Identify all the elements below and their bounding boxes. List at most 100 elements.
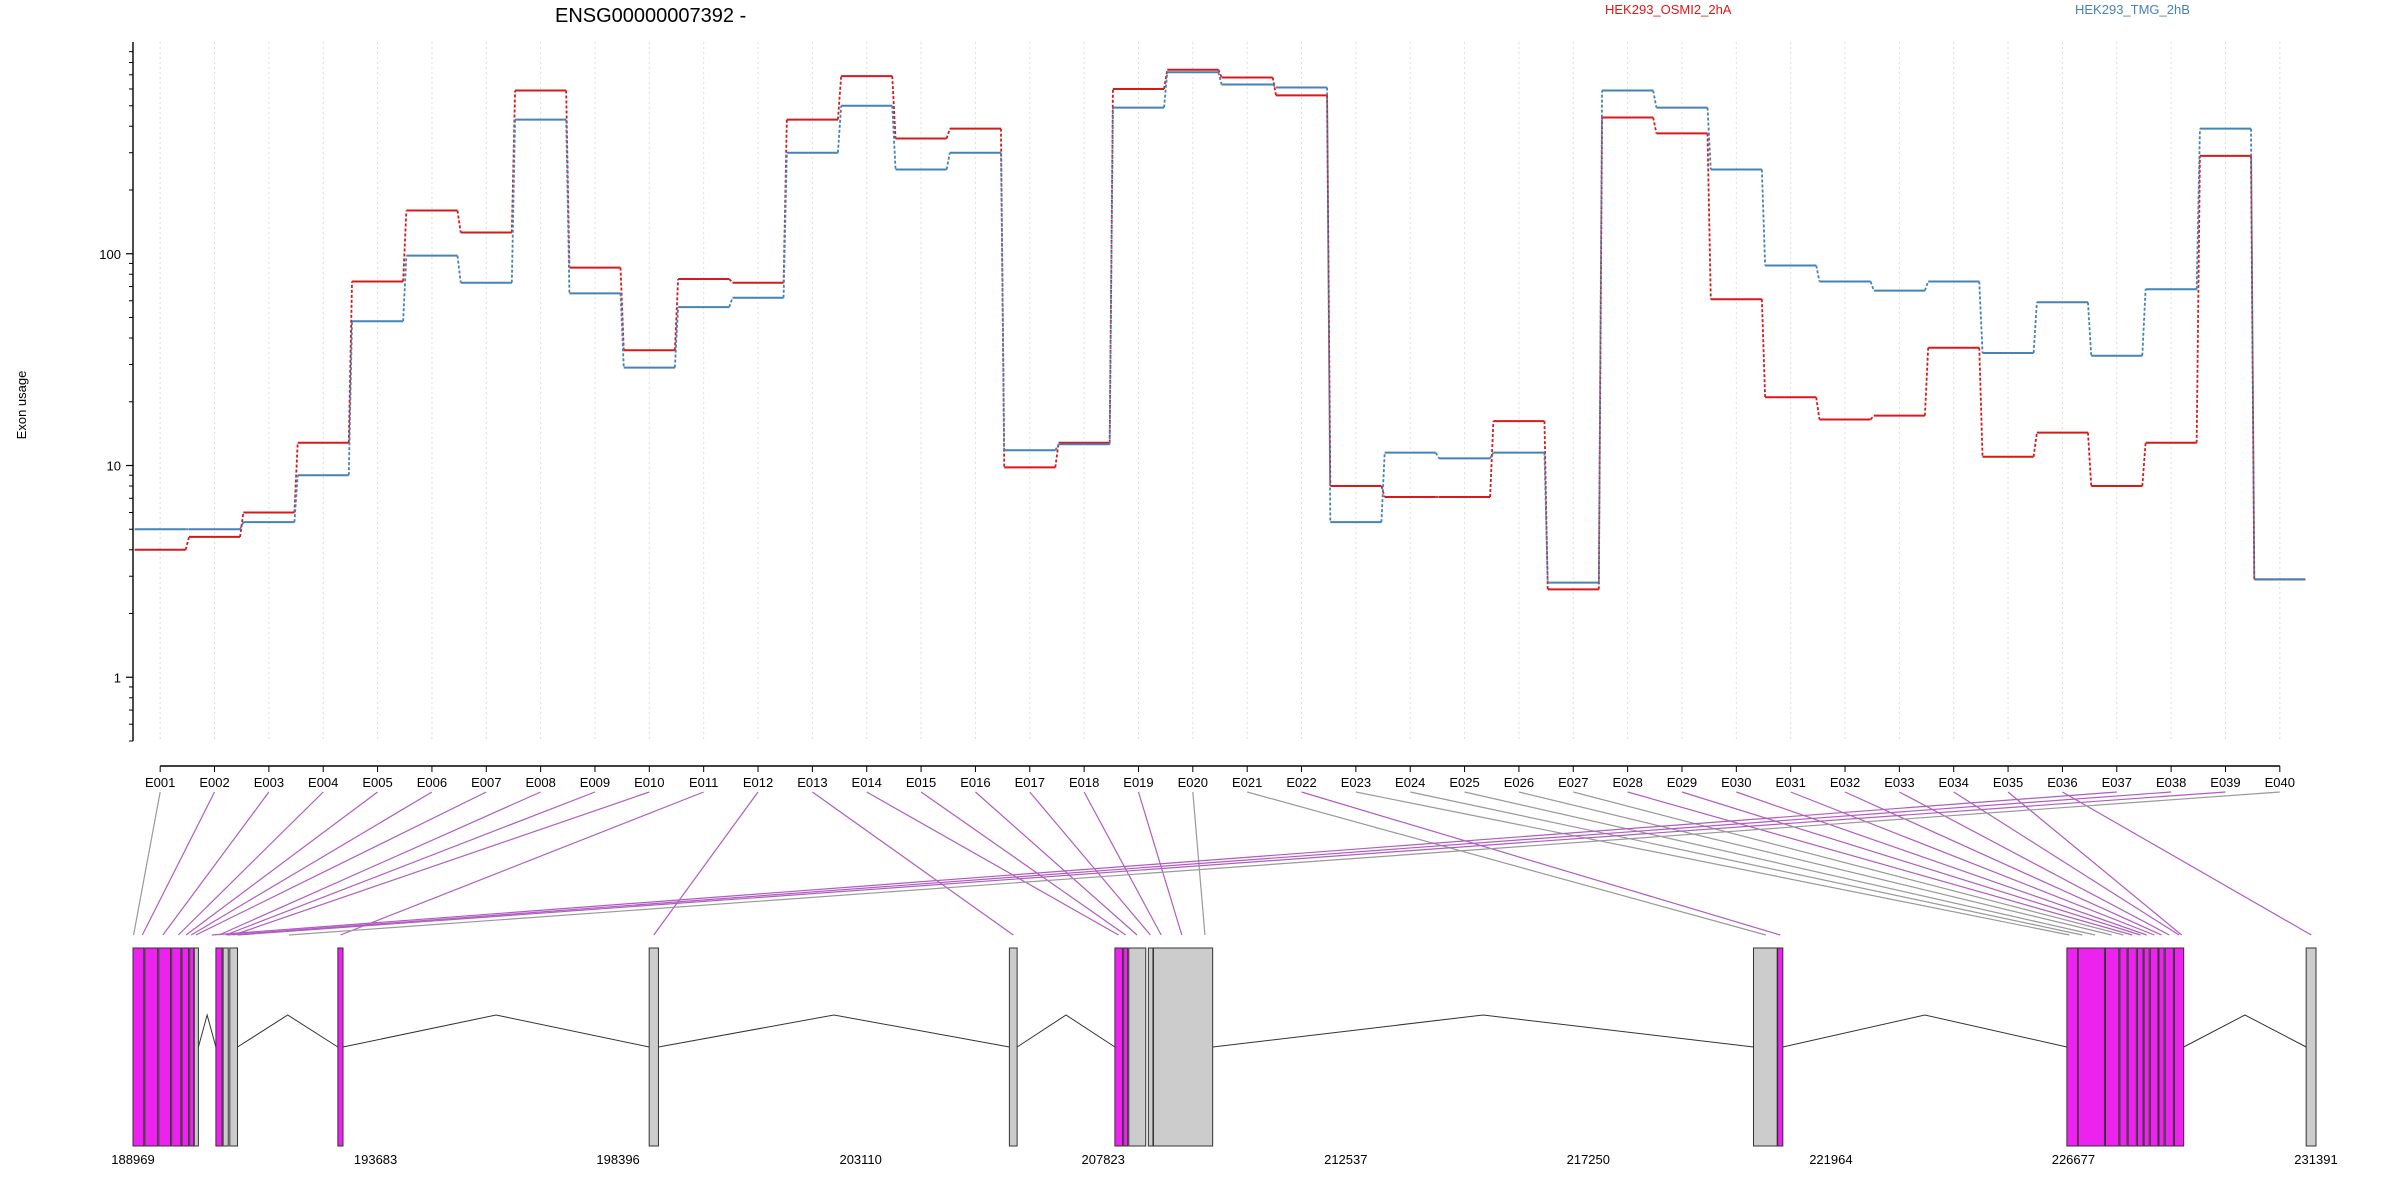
x-tick-label: E001	[145, 775, 175, 790]
series-connector	[1272, 83, 1277, 89]
intron-line	[342, 1014, 650, 1048]
exon-block-differential	[2077, 947, 2105, 1147]
series-connector	[1217, 71, 1223, 85]
series-connector	[1978, 347, 1984, 457]
intron-line	[2183, 1014, 2307, 1048]
exon-connector	[653, 791, 759, 936]
series-connector	[239, 512, 245, 538]
series-connector	[1163, 69, 1169, 90]
series-connector	[2087, 432, 2093, 487]
series-connector	[1978, 281, 1984, 354]
x-tick-label: E022	[1286, 775, 1316, 790]
series-connector	[1815, 397, 1821, 420]
x-tick-label: E017	[1015, 775, 1045, 790]
series-connector	[1543, 452, 1549, 583]
series-connector	[1326, 87, 1332, 523]
y-axis: 1 10 100	[99, 42, 134, 742]
exon-block	[1753, 947, 1778, 1147]
series-connector	[1054, 442, 1060, 468]
coordinate-tick-label: 198396	[596, 1152, 639, 1167]
x-tick-label: E032	[1830, 775, 1860, 790]
exon-block	[2305, 947, 2317, 1147]
series-connector	[1489, 421, 1495, 498]
exon-block-differential	[2127, 947, 2137, 1147]
series-2	[134, 71, 2306, 584]
exon-block-differential	[2136, 947, 2144, 1147]
series-connector	[1597, 117, 1603, 590]
exon-connector	[1627, 791, 2133, 936]
intron-line	[1782, 1014, 2067, 1048]
x-tick-label: E019	[1123, 775, 1153, 790]
x-tick-label: E029	[1667, 775, 1697, 790]
series-connector	[837, 105, 843, 153]
exon-block	[222, 947, 229, 1147]
exon-block-differential	[215, 947, 223, 1147]
series-connector	[2195, 155, 2201, 443]
series-connector	[1815, 265, 1821, 282]
exon-connector	[162, 791, 270, 936]
exon-connector	[1029, 791, 1151, 936]
x-tick-label: E005	[362, 775, 392, 790]
exon-connector	[195, 791, 487, 936]
coordinate-tick-label: 226677	[2052, 1152, 2095, 1167]
exon-block	[1147, 947, 1154, 1147]
series-connector	[1652, 90, 1658, 108]
series-connector	[347, 321, 353, 476]
series-connector	[1054, 443, 1060, 451]
exon-block-differential	[2119, 947, 2128, 1147]
intron-line	[658, 1014, 1010, 1048]
series-connector	[891, 105, 897, 170]
series-connector	[619, 267, 625, 351]
x-tick-label: E016	[960, 775, 990, 790]
exon-connector	[141, 791, 216, 936]
exon-connector	[1410, 791, 2083, 936]
series-connector	[1869, 415, 1875, 421]
x-tick-label: E015	[906, 775, 936, 790]
genomic-coordinate-axis: 188969 193683 198396 203110 207823 212537 2172…	[111, 1152, 2337, 1167]
intron-line	[1016, 1014, 1116, 1048]
exon-connector	[218, 791, 541, 936]
x-tick-label: E012	[743, 775, 773, 790]
exon-connector	[227, 791, 2172, 936]
series-connector	[1924, 347, 1930, 416]
x-tick-label: E024	[1395, 775, 1425, 790]
exon-connector	[975, 791, 1138, 936]
series-connector	[2250, 128, 2256, 580]
coordinate-tick-label: 193683	[354, 1152, 397, 1167]
series-connector	[293, 442, 299, 513]
exon-connector	[2007, 791, 2183, 936]
exon-block-differential	[158, 947, 172, 1147]
exon-block	[648, 947, 659, 1147]
x-tick-label: E026	[1504, 775, 1534, 790]
series-connector	[293, 475, 299, 523]
y-tick-label: 10	[107, 459, 121, 474]
series-connector	[2141, 442, 2147, 487]
exon-connector	[177, 791, 324, 936]
exon-block-differential	[171, 947, 182, 1147]
x-tick-label: E028	[1612, 775, 1642, 790]
series-connector	[565, 119, 571, 294]
series-connector	[1652, 117, 1658, 134]
exon-block-differential	[1123, 947, 1129, 1147]
series-connector	[1217, 69, 1223, 78]
series-connector	[1108, 88, 1114, 443]
exon-connector	[237, 791, 2226, 936]
exon-connector	[211, 791, 2117, 936]
x-tick-label: E004	[308, 775, 338, 790]
exon-block	[1152, 947, 1214, 1147]
exon-connector	[185, 791, 378, 936]
exon-block	[1128, 947, 1147, 1147]
intron-line	[197, 1013, 217, 1048]
series-connector	[1489, 452, 1495, 459]
series-connector	[2141, 289, 2147, 356]
x-tick-label: E010	[634, 775, 664, 790]
series-connector	[782, 152, 788, 298]
exon-connector	[1247, 791, 1767, 936]
series-connector	[239, 521, 245, 530]
coordinate-tick-label: 203110	[839, 1152, 881, 1167]
exon-connector	[340, 791, 704, 936]
exon-connector	[1464, 791, 2096, 936]
exon-connector	[1518, 791, 2112, 936]
coordinate-tick-label: 217250	[1567, 1152, 1610, 1167]
